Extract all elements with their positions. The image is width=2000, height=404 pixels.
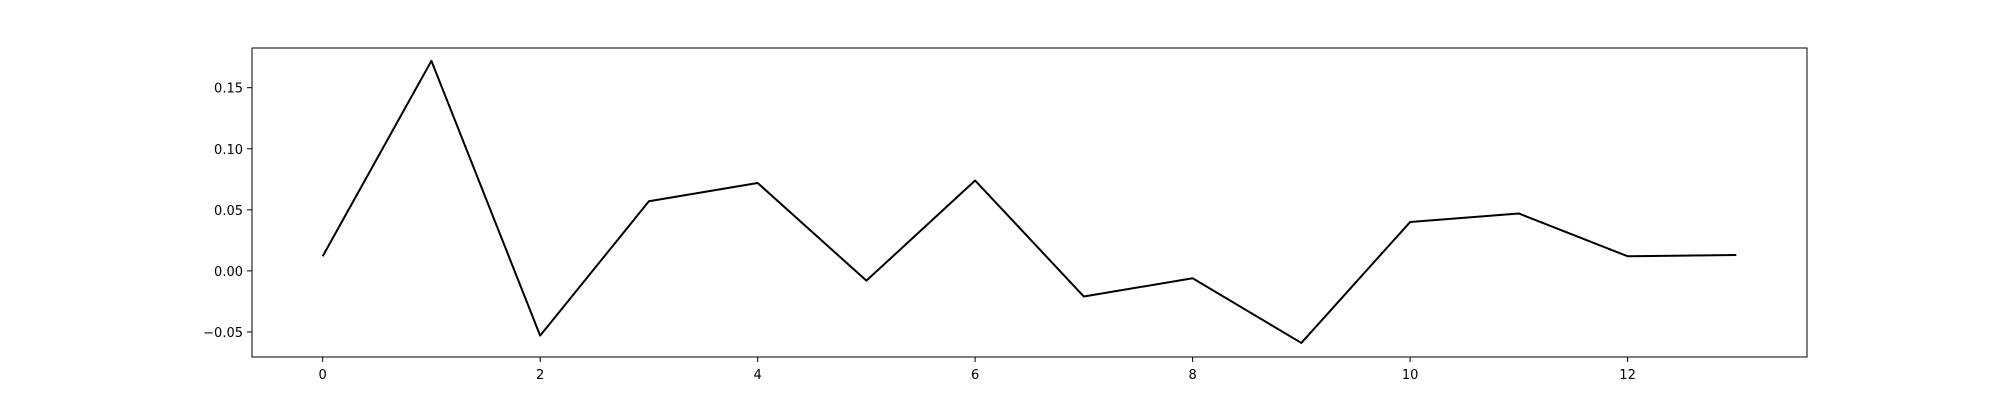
series-layer xyxy=(321,59,1737,344)
x-tick-label: 2 xyxy=(536,368,544,383)
y-tick-label: 0.05 xyxy=(214,204,243,219)
y-tick-label: 0.15 xyxy=(214,82,243,97)
y-axis: −0.05 0.00 0.05 0.10 0.15 xyxy=(203,82,252,341)
y-tick-label: 0.10 xyxy=(214,143,243,158)
x-tick-label: 0 xyxy=(319,368,327,383)
y-tick-label: 0.00 xyxy=(214,265,243,280)
x-tick-label: 12 xyxy=(1619,368,1636,383)
y-tick-label: −0.05 xyxy=(203,326,243,341)
series-line xyxy=(321,59,1737,344)
x-tick-label: 8 xyxy=(1188,368,1196,383)
x-tick-label: 6 xyxy=(971,368,979,383)
x-axis: 0 2 4 6 8 10 12 xyxy=(319,357,1636,383)
plot-frame xyxy=(251,47,1808,358)
x-tick-label: 4 xyxy=(754,368,762,383)
x-tick-label: 10 xyxy=(1402,368,1419,383)
